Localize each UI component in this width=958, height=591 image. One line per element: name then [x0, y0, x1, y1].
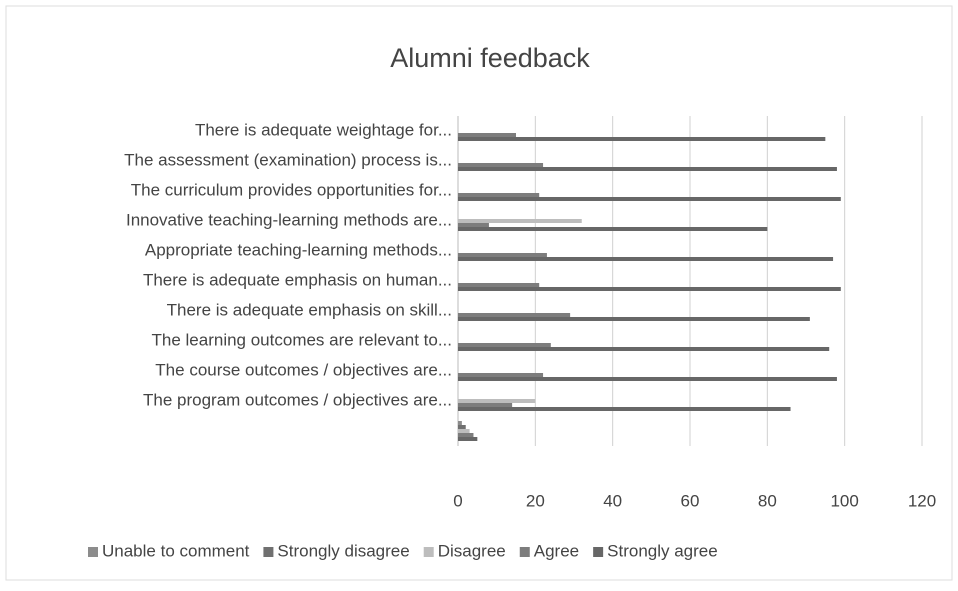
x-tick-label: 0 [453, 491, 462, 510]
chart-frame [5, 5, 953, 581]
legend-label: Disagree [438, 541, 506, 560]
bar [458, 317, 810, 321]
bar [458, 163, 544, 167]
bar [458, 137, 826, 141]
x-tick-label: 20 [526, 491, 545, 510]
legend-label: Strongly agree [607, 541, 718, 560]
bar [458, 313, 571, 317]
bar [458, 257, 834, 261]
bar [458, 437, 478, 441]
y-tick-label: There is adequate emphasis on human... [143, 270, 452, 289]
x-tick-label: 80 [758, 491, 777, 510]
legend-swatch [423, 547, 434, 557]
bar [458, 167, 837, 171]
x-tick-label: 40 [603, 491, 622, 510]
legend-swatch [88, 547, 98, 557]
bar [458, 193, 540, 197]
legend-label: Agree [534, 541, 579, 560]
bar [458, 373, 544, 377]
y-tick-label: Appropriate teaching-learning methods... [145, 240, 452, 259]
y-tick-label: The program outcomes / objectives are... [143, 390, 452, 409]
bar [458, 425, 466, 429]
bar [458, 433, 474, 437]
y-tick-label: There is adequate emphasis on skill... [167, 300, 452, 319]
bar [458, 283, 540, 287]
bar [458, 219, 582, 223]
bar [458, 403, 513, 407]
y-tick-label: There is adequate weightage for... [195, 120, 452, 139]
y-tick-label: The curriculum provides opportunities fo… [131, 180, 452, 199]
bar [458, 429, 470, 433]
x-tick-label: 100 [830, 491, 858, 510]
legend-label: Unable to comment [102, 541, 250, 560]
legend-swatch [593, 547, 604, 557]
bar [458, 377, 837, 381]
bar [458, 197, 841, 201]
bar [458, 343, 551, 347]
bar [458, 399, 536, 403]
legend-label: Strongly disagree [277, 541, 409, 560]
y-tick-label: Innovative teaching-learning methods are… [126, 210, 452, 229]
bar [458, 407, 791, 411]
chart-title: Alumni feedback [390, 43, 590, 73]
x-tick-label: 60 [681, 491, 700, 510]
y-tick-label: The learning outcomes are relevant to... [152, 330, 453, 349]
x-tick-label: 120 [908, 491, 936, 510]
legend-swatch [263, 547, 274, 557]
y-tick-label: The course outcomes / objectives are... [155, 360, 452, 379]
bar [458, 227, 768, 231]
bar [458, 347, 830, 351]
bar [458, 133, 516, 137]
y-tick-label: The assessment (examination) process is.… [124, 150, 452, 169]
bar [458, 287, 841, 291]
bar [458, 253, 547, 257]
legend-swatch [519, 547, 530, 557]
bar [458, 421, 462, 425]
bar [458, 223, 489, 227]
